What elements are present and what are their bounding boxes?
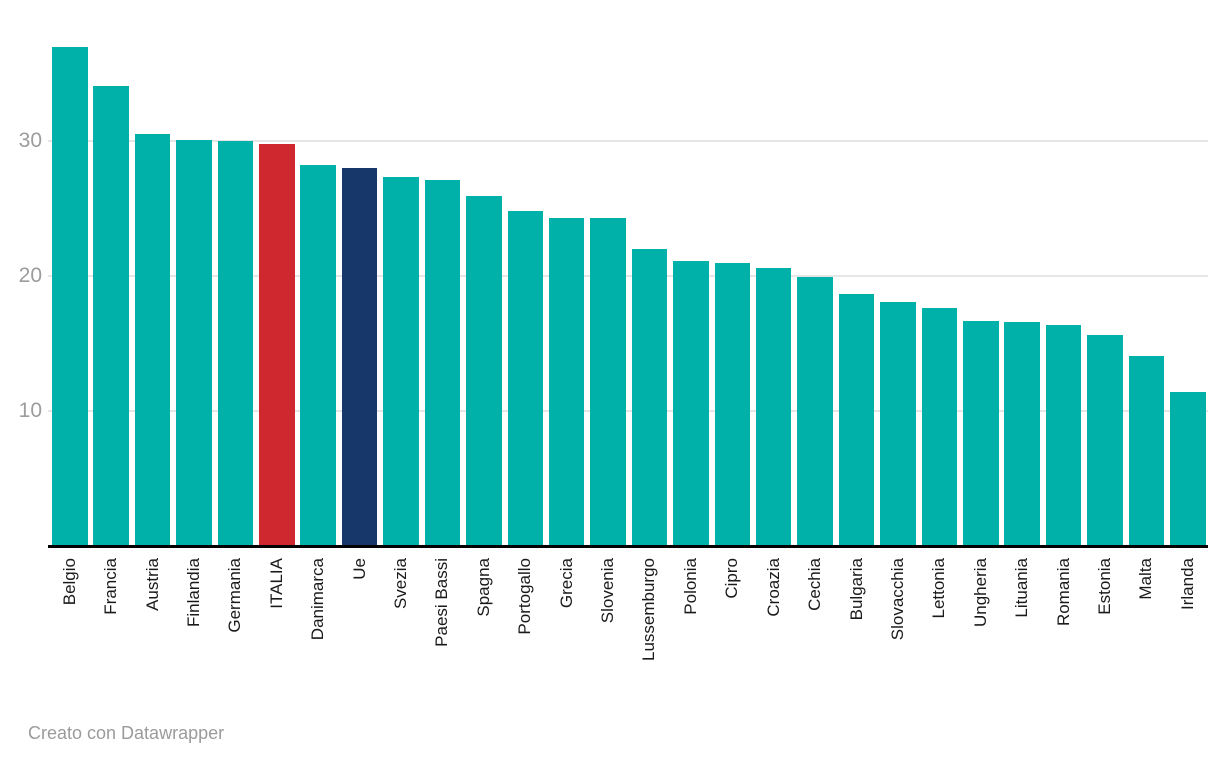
bar-malta[interactable] xyxy=(1128,355,1165,546)
bar-bulgaria[interactable] xyxy=(838,293,875,546)
bar-svezia[interactable] xyxy=(383,177,419,546)
x-label-austria: Austria xyxy=(142,558,162,611)
bar-germania[interactable] xyxy=(217,141,254,546)
x-label-malta: Malta xyxy=(1136,558,1156,600)
x-label-lettonia: Lettonia xyxy=(929,558,949,619)
x-label-portogallo: Portogallo xyxy=(515,558,535,635)
x-label-danimarca: Danimarca xyxy=(308,558,328,641)
bar-ue[interactable] xyxy=(341,168,378,546)
x-label-romania: Romania xyxy=(1053,558,1073,627)
x-label-francia: Francia xyxy=(101,558,121,615)
plot-area xyxy=(48,10,1208,546)
x-label-slovenia: Slovenia xyxy=(598,558,618,624)
bar-irlanda[interactable] xyxy=(1170,392,1206,546)
x-label-grecia: Grecia xyxy=(556,558,576,609)
x-axis-baseline xyxy=(48,545,1208,548)
bar-lussemburgo[interactable] xyxy=(631,249,668,546)
x-label-svezia: Svezia xyxy=(391,558,411,610)
bar-danimarca[interactable] xyxy=(300,165,336,546)
x-label-finlandia: Finlandia xyxy=(183,558,203,627)
bar-cechia[interactable] xyxy=(797,277,833,546)
bar-italia[interactable] xyxy=(259,143,295,546)
x-label-lituania: Lituania xyxy=(1012,558,1032,618)
x-label-bulgaria: Bulgaria xyxy=(846,558,866,621)
bar-austria[interactable] xyxy=(134,134,171,546)
x-label-paesi-bassi: Paesi Bassi xyxy=(432,558,452,647)
bar-lituania[interactable] xyxy=(1004,321,1040,546)
x-label-germania: Germania xyxy=(225,558,245,633)
bar-paesi-bassi[interactable] xyxy=(424,180,461,546)
gridline-10 xyxy=(48,410,1208,412)
x-label-polonia: Polonia xyxy=(680,558,700,615)
x-label-cechia: Cechia xyxy=(805,558,825,611)
bar-portogallo[interactable] xyxy=(507,211,543,546)
y-tick-label-20: 20 xyxy=(18,264,42,287)
x-label-irlanda: Irlanda xyxy=(1177,558,1197,610)
x-label-spagna: Spagna xyxy=(473,558,493,617)
y-tick-label-10: 10 xyxy=(18,399,42,422)
bar-slovacchia[interactable] xyxy=(880,301,916,546)
bar-polonia[interactable] xyxy=(673,261,709,546)
bar-romania[interactable] xyxy=(1045,324,1082,546)
bar-spagna[interactable] xyxy=(466,196,502,546)
x-label-cipro: Cipro xyxy=(722,558,742,599)
x-label-belgio: Belgio xyxy=(59,558,79,606)
bar-belgio[interactable] xyxy=(52,46,88,546)
x-label-estonia: Estonia xyxy=(1095,558,1114,615)
bar-slovenia[interactable] xyxy=(590,217,626,546)
x-label-italia: ITALIA xyxy=(266,558,286,609)
bar-lettonia[interactable] xyxy=(921,308,958,546)
x-label-ue: Ue xyxy=(349,558,369,580)
y-tick-label-30: 30 xyxy=(18,129,42,152)
x-label-croazia: Croazia xyxy=(763,558,783,617)
bar-ungheria[interactable] xyxy=(963,320,999,546)
bar-francia[interactable] xyxy=(93,85,129,546)
x-label-lussemburgo: Lussemburgo xyxy=(639,558,659,662)
bar-estonia[interactable] xyxy=(1087,335,1123,546)
bar-cipro[interactable] xyxy=(714,262,751,546)
datawrapper-credit: Creato con Datawrapper xyxy=(28,723,225,743)
x-label-slovacchia: Slovacchia xyxy=(887,558,907,641)
bar-croazia[interactable] xyxy=(755,267,792,546)
gridline-20 xyxy=(48,275,1208,277)
bar-grecia[interactable] xyxy=(548,217,585,546)
gridline-30 xyxy=(48,140,1208,142)
bar-finlandia[interactable] xyxy=(176,139,212,546)
x-label-ungheria: Ungheria xyxy=(970,558,990,627)
